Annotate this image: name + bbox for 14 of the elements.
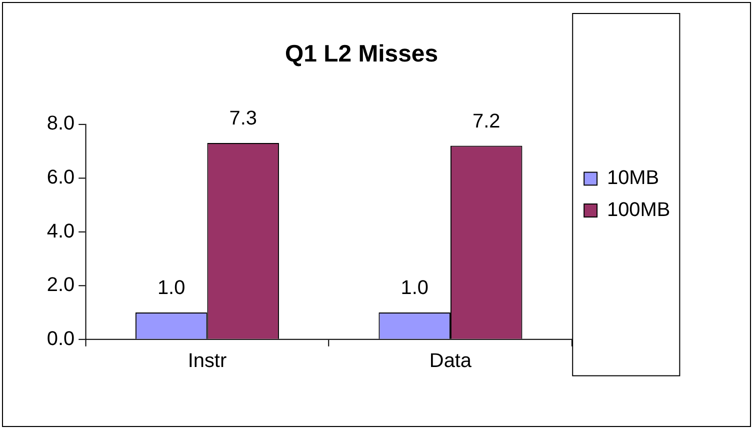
y-tick-label: 6.0 xyxy=(46,166,75,189)
chart-title: Q1 L2 Misses xyxy=(285,40,438,68)
y-tick-label: 4.0 xyxy=(46,220,75,242)
data-label: 7.3 xyxy=(229,108,257,130)
data-label: 7.2 xyxy=(472,110,500,132)
legend-label: 100MB xyxy=(607,199,670,222)
data-label: 1.0 xyxy=(157,277,186,300)
data-label: 1.0 xyxy=(400,277,428,300)
y-tick-label: 2.0 xyxy=(46,274,75,296)
x-tick-label: Data xyxy=(429,350,472,372)
x-tick-label: Instr xyxy=(188,350,227,372)
y-tick-label: 8.0 xyxy=(46,112,75,135)
legend-label: 10MB xyxy=(607,167,660,190)
y-tick-label: 0.0 xyxy=(46,328,75,350)
